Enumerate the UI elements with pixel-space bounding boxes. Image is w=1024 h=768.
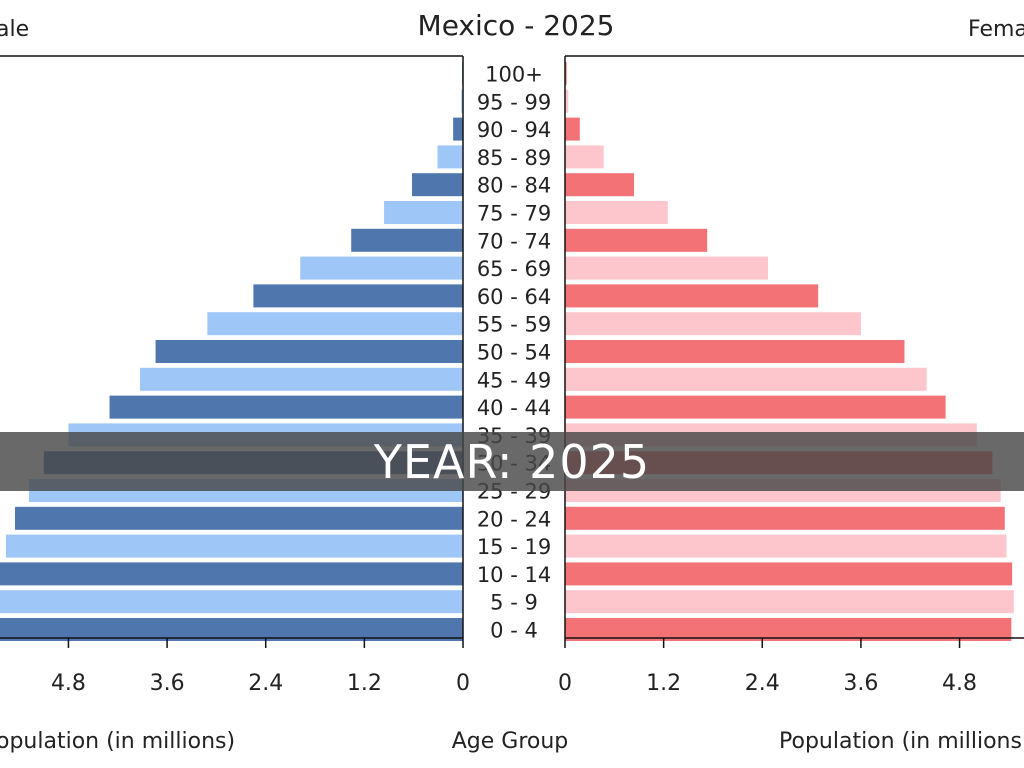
age-group-label: 55 - 59 — [477, 313, 551, 337]
male-bar-5 — [384, 201, 463, 224]
age-group-labels: 100+ 95 - 99 90 - 94 85 - 89 80 - 84 75 - 79 7… — [477, 63, 551, 643]
female-bar-4 — [565, 173, 635, 197]
female-bar-16 — [565, 506, 1005, 530]
age-group-label: 100+ — [485, 63, 543, 87]
male-bar-4 — [412, 173, 463, 197]
male-panel-label: ale — [0, 17, 29, 42]
male-bar-11 — [139, 367, 464, 391]
female-bar-7 — [565, 256, 769, 280]
female-bar-18 — [565, 562, 1013, 586]
male-bar-7 — [300, 256, 463, 280]
age-group-label: 20 - 24 — [477, 507, 551, 531]
male-x-axis-title: opulation (in millions) — [0, 729, 235, 754]
age-group-label: 40 - 44 — [477, 396, 551, 420]
male-tick-label: 3.6 — [150, 671, 185, 696]
male-bar-17 — [5, 534, 464, 558]
male-bar-3 — [437, 145, 463, 169]
female-panel-label: Fema — [968, 17, 1024, 42]
female-tick-label: 4.8 — [942, 671, 977, 696]
female-bar-6 — [565, 228, 708, 252]
male-bar-2 — [453, 117, 463, 141]
female-tick-label: 2.4 — [745, 671, 780, 696]
female-bar-19 — [565, 590, 1014, 614]
female-tick-label: 1.2 — [646, 671, 681, 696]
age-group-label: 70 - 74 — [477, 229, 551, 253]
female-bar-11 — [565, 367, 927, 391]
male-bar-6 — [351, 228, 463, 252]
age-group-label: 45 - 49 — [477, 368, 551, 392]
year-banner: YEAR: 2025 — [0, 432, 1024, 491]
female-bar-1 — [565, 89, 569, 113]
female-bar-9 — [565, 312, 861, 336]
age-axis-title: Age Group — [452, 729, 569, 754]
chart-title: Mexico - 2025 — [418, 9, 615, 42]
female-bar-10 — [565, 340, 905, 363]
male-bar-9 — [207, 312, 463, 336]
male-bar-10 — [155, 340, 463, 363]
age-group-label: 5 - 9 — [490, 591, 538, 615]
year-banner-text: YEAR: 2025 — [373, 434, 651, 489]
male-series — [0, 62, 464, 641]
female-x-axis-title: Population (in millions — [779, 729, 1022, 754]
female-x-axis-ticks: 0 1.2 2.4 3.6 4.8 — [558, 638, 977, 696]
age-group-label: 95 - 99 — [477, 90, 551, 114]
male-bar-18 — [0, 562, 463, 586]
male-tick-label: 1.2 — [347, 671, 382, 696]
age-group-label: 15 - 19 — [477, 535, 551, 559]
male-tick-label: 4.8 — [51, 671, 86, 696]
age-group-label: 80 - 84 — [477, 174, 551, 198]
age-group-label: 75 - 79 — [477, 202, 551, 226]
age-group-label: 65 - 69 — [477, 257, 551, 281]
female-bar-8 — [565, 284, 819, 308]
age-group-label: 50 - 54 — [477, 341, 551, 365]
male-bar-8 — [253, 284, 463, 308]
female-tick-label: 0 — [558, 671, 572, 696]
male-tick-label: 2.4 — [248, 671, 283, 696]
female-bar-20 — [565, 618, 1012, 641]
age-group-label: 10 - 14 — [477, 563, 551, 587]
female-bar-12 — [565, 395, 946, 419]
female-bar-5 — [565, 201, 668, 224]
male-bar-1 — [461, 89, 463, 113]
age-group-label: 90 - 94 — [477, 118, 551, 142]
female-tick-label: 3.6 — [843, 671, 878, 696]
female-bar-2 — [565, 117, 580, 141]
male-bar-12 — [109, 395, 463, 419]
age-group-label: 0 - 4 — [490, 619, 538, 643]
female-bar-17 — [565, 534, 1007, 558]
age-group-label: 85 - 89 — [477, 146, 551, 170]
male-tick-label: 0 — [456, 671, 470, 696]
male-bar-20 — [0, 618, 463, 641]
male-x-axis-ticks: 4.8 3.6 2.4 1.2 0 — [51, 638, 470, 696]
female-bar-3 — [565, 145, 604, 169]
female-bar-0 — [565, 62, 567, 85]
male-bar-19 — [0, 590, 463, 614]
female-series — [565, 62, 1014, 641]
age-group-label: 60 - 64 — [477, 285, 551, 309]
male-bar-16 — [15, 506, 463, 530]
